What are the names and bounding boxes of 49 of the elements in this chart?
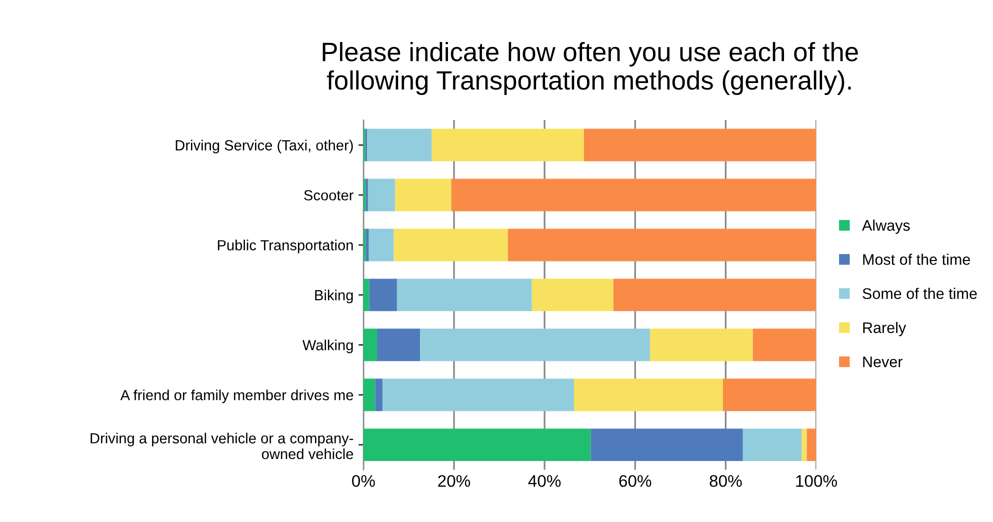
bar [368, 178, 396, 212]
bar [363, 378, 376, 412]
bar [396, 278, 532, 312]
bar [451, 178, 816, 212]
bar [508, 228, 816, 262]
bar [802, 428, 807, 462]
x-tick-label: 20% [438, 475, 470, 487]
bar [394, 228, 508, 262]
legend-label: Always [862, 220, 910, 234]
bar [377, 328, 420, 362]
x-tick-label: 40% [528, 475, 561, 487]
x-tick-label: 0% [352, 475, 375, 487]
bar [532, 278, 614, 312]
y-tick-label: Scooter [304, 190, 354, 200]
y-tick-label: Driving a personal vehicle or a company- owned vehicle [90, 432, 354, 460]
bar [806, 428, 816, 462]
y-tick-label: A friend or family member drives me [120, 390, 354, 404]
y-tick-label: Biking [315, 290, 353, 304]
bar [363, 278, 370, 312]
bar [363, 428, 591, 462]
bar [367, 128, 432, 162]
legend-label: Rarely [863, 322, 906, 336]
bar [574, 378, 723, 412]
bar [382, 378, 574, 412]
chart-title: Please indicate how often you use each of the following Transportation methods (generally). [322, 42, 858, 95]
legend-label: Most of the time [863, 254, 970, 265]
bar [363, 328, 378, 362]
bar [650, 328, 753, 362]
bar [584, 128, 816, 162]
legend-label: Some of the time [862, 288, 977, 300]
x-tick-label: 80% [710, 475, 742, 487]
x-tick-label: 60% [619, 475, 652, 487]
y-tick-label: Walking [302, 340, 353, 354]
x-tick-label: 100% [796, 475, 837, 487]
bar [752, 328, 816, 362]
bar [368, 228, 394, 262]
bar [375, 378, 382, 412]
legend-label: Never [863, 356, 902, 368]
bar [590, 428, 743, 462]
bar [420, 328, 650, 362]
y-tick-label: Driving Service (Taxi, other) [176, 140, 353, 154]
bar [369, 278, 397, 312]
bar [722, 378, 816, 412]
bar [742, 428, 802, 462]
y-tick-label: Public Transportation [218, 240, 353, 254]
bar [613, 278, 816, 312]
bar [432, 128, 584, 162]
bar [395, 178, 452, 212]
bar [366, 228, 369, 262]
